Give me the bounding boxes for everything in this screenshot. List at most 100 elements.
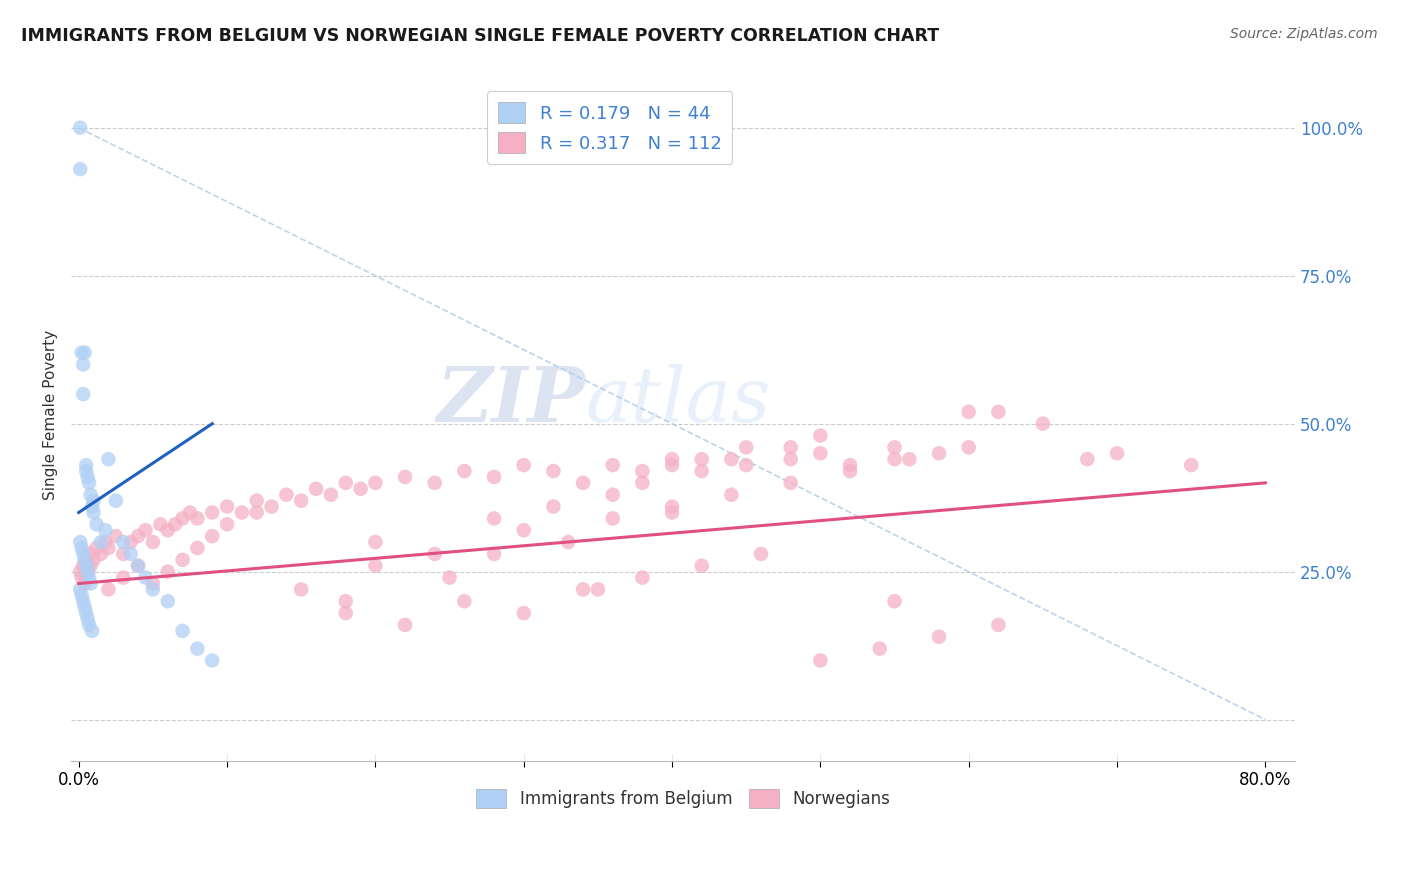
Point bbox=[79, 558, 101, 573]
Point bbox=[987, 405, 1010, 419]
Point bbox=[423, 475, 446, 490]
Point bbox=[201, 653, 224, 667]
Point bbox=[512, 606, 534, 620]
Point bbox=[749, 547, 772, 561]
Point bbox=[69, 535, 91, 549]
Point bbox=[75, 606, 97, 620]
Point bbox=[631, 571, 654, 585]
Point bbox=[76, 565, 98, 579]
Point bbox=[104, 493, 127, 508]
Text: IMMIGRANTS FROM BELGIUM VS NORWEGIAN SINGLE FEMALE POVERTY CORRELATION CHART: IMMIGRANTS FROM BELGIUM VS NORWEGIAN SIN… bbox=[21, 27, 939, 45]
Point bbox=[90, 535, 112, 549]
Point bbox=[69, 120, 91, 135]
Point bbox=[69, 162, 91, 177]
Point bbox=[839, 458, 862, 472]
Point bbox=[482, 511, 505, 525]
Point bbox=[156, 594, 179, 608]
Point bbox=[73, 553, 96, 567]
Point bbox=[104, 529, 127, 543]
Point bbox=[335, 606, 357, 620]
Point bbox=[186, 541, 208, 555]
Point bbox=[179, 506, 201, 520]
Point bbox=[246, 493, 269, 508]
Point bbox=[957, 405, 980, 419]
Point bbox=[779, 452, 801, 467]
Point bbox=[394, 618, 416, 632]
Point bbox=[80, 500, 103, 514]
Point bbox=[120, 547, 142, 561]
Point bbox=[543, 464, 565, 478]
Y-axis label: Single Female Poverty: Single Female Poverty bbox=[44, 330, 58, 500]
Point bbox=[661, 500, 683, 514]
Point bbox=[77, 618, 100, 632]
Point bbox=[83, 553, 105, 567]
Point bbox=[127, 558, 149, 573]
Point bbox=[201, 506, 224, 520]
Point bbox=[260, 500, 283, 514]
Point bbox=[572, 475, 595, 490]
Point bbox=[631, 475, 654, 490]
Point bbox=[720, 488, 742, 502]
Point bbox=[512, 458, 534, 472]
Point bbox=[165, 517, 187, 532]
Point bbox=[70, 345, 93, 359]
Point bbox=[557, 535, 579, 549]
Point bbox=[77, 547, 100, 561]
Point bbox=[83, 493, 105, 508]
Point bbox=[364, 535, 387, 549]
Point bbox=[134, 571, 156, 585]
Point bbox=[779, 441, 801, 455]
Point bbox=[97, 541, 120, 555]
Point bbox=[290, 493, 312, 508]
Point bbox=[987, 618, 1010, 632]
Point bbox=[808, 653, 831, 667]
Text: ZIP: ZIP bbox=[436, 364, 585, 438]
Point bbox=[869, 641, 891, 656]
Point bbox=[305, 482, 328, 496]
Point bbox=[586, 582, 609, 597]
Point bbox=[735, 441, 758, 455]
Point bbox=[90, 547, 112, 561]
Point bbox=[112, 547, 135, 561]
Point bbox=[127, 558, 149, 573]
Point bbox=[201, 529, 224, 543]
Point bbox=[602, 488, 624, 502]
Point bbox=[94, 535, 117, 549]
Point bbox=[349, 482, 371, 496]
Text: atlas: atlas bbox=[585, 364, 770, 438]
Point bbox=[928, 446, 950, 460]
Point bbox=[423, 547, 446, 561]
Legend: Immigrants from Belgium, Norwegians: Immigrants from Belgium, Norwegians bbox=[470, 782, 897, 815]
Point bbox=[231, 506, 253, 520]
Point bbox=[72, 358, 94, 372]
Point bbox=[883, 594, 905, 608]
Point bbox=[690, 452, 713, 467]
Point bbox=[319, 488, 342, 502]
Point bbox=[112, 571, 135, 585]
Point bbox=[512, 523, 534, 537]
Point bbox=[602, 511, 624, 525]
Point bbox=[335, 475, 357, 490]
Point bbox=[86, 541, 108, 555]
Point bbox=[883, 441, 905, 455]
Point bbox=[73, 345, 96, 359]
Point bbox=[77, 475, 100, 490]
Point bbox=[94, 523, 117, 537]
Point bbox=[120, 535, 142, 549]
Point bbox=[779, 475, 801, 490]
Point bbox=[661, 506, 683, 520]
Point bbox=[661, 458, 683, 472]
Point bbox=[898, 452, 921, 467]
Point bbox=[883, 452, 905, 467]
Point bbox=[75, 553, 97, 567]
Point bbox=[76, 470, 98, 484]
Point bbox=[186, 511, 208, 525]
Point bbox=[76, 612, 98, 626]
Point bbox=[80, 624, 103, 638]
Point bbox=[72, 547, 94, 561]
Point bbox=[77, 571, 100, 585]
Point bbox=[72, 558, 94, 573]
Point bbox=[808, 446, 831, 460]
Point bbox=[172, 553, 194, 567]
Point bbox=[631, 464, 654, 478]
